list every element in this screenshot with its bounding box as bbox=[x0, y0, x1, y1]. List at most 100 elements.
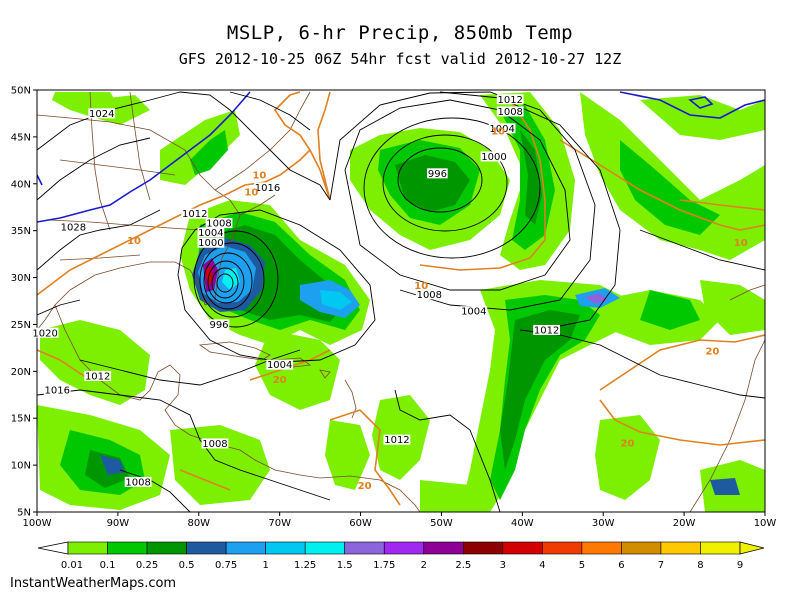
isobar-label-bg bbox=[533, 324, 560, 335]
lat-tick-label: 5N bbox=[17, 508, 31, 519]
isobar-labels: 1024101210081004100099610161012100810041… bbox=[31, 94, 560, 488]
isobar-label: 1008 bbox=[202, 439, 227, 450]
colorbar-label: 9 bbox=[737, 560, 743, 571]
lon-tick-label: 20W bbox=[673, 518, 696, 529]
colorbar-swatch bbox=[502, 541, 543, 555]
site-credit: InstantWeatherMaps.com bbox=[10, 576, 177, 591]
isobar-label: 1012 bbox=[85, 371, 110, 382]
lat-tick-label: 15N bbox=[11, 414, 31, 425]
isobar-label-bg bbox=[43, 384, 71, 395]
lon-tick-label: 60W bbox=[349, 518, 372, 529]
colorbar-label: 1 bbox=[262, 560, 268, 571]
isobar-label-bg bbox=[415, 289, 443, 300]
colorbar-swatch bbox=[225, 541, 266, 555]
isobar-label-bg bbox=[181, 208, 209, 219]
precip-colorbar: 0.01 0.1 0.25 0.5 0.75 1 1.25 1.5 1.75 2 2.5 3 4 5 6 7 8… bbox=[37, 541, 765, 571]
isobar-label: 1016 bbox=[255, 183, 280, 194]
colorbar-label: 0.25 bbox=[136, 560, 158, 571]
isobar-label: 1008 bbox=[417, 290, 442, 301]
isobar-label: 1004 bbox=[461, 307, 486, 318]
temperature-label: 10 bbox=[244, 187, 258, 198]
lat-tick-label: 30N bbox=[11, 273, 31, 284]
isobar-label: 1012 bbox=[534, 325, 559, 336]
colorbar-swatch bbox=[660, 541, 701, 555]
colorbar-label: 6 bbox=[618, 560, 624, 571]
isobar-label-bg bbox=[488, 123, 516, 134]
longitude-ticks: 100W 90W 80W 70W 60W 50W 40W 30W 20W 10W bbox=[23, 512, 776, 529]
lat-tick-label: 40N bbox=[11, 179, 31, 190]
lat-tick-label: 25N bbox=[11, 320, 31, 331]
colorbar-swatch bbox=[383, 541, 425, 555]
lat-tick-label: 20N bbox=[11, 367, 31, 378]
isobar-label-bg bbox=[201, 438, 229, 449]
isobar-label-bg bbox=[197, 227, 225, 238]
colorbar-left-arrow bbox=[37, 541, 69, 555]
colorbar-label: 1.25 bbox=[294, 560, 316, 571]
isobar-label: 1004 bbox=[267, 360, 292, 371]
lon-tick-label: 70W bbox=[268, 518, 291, 529]
colorbar-swatch bbox=[423, 541, 464, 555]
isobars bbox=[37, 91, 765, 512]
temperature-label: 10 bbox=[734, 238, 748, 249]
isobar-label: 1008 bbox=[125, 477, 150, 488]
colorbar-swatch bbox=[700, 541, 741, 555]
colorbar-swatch bbox=[462, 541, 504, 555]
isobar-label-bg bbox=[197, 237, 225, 248]
colorbar-label: 1.5 bbox=[337, 560, 353, 571]
temperature-label: 20 bbox=[273, 375, 287, 386]
temperature-label: 20 bbox=[705, 347, 719, 358]
lat-tick-label: 50N bbox=[11, 86, 31, 97]
temperature-label: 10 bbox=[127, 236, 141, 247]
colorbar-swatch bbox=[581, 541, 622, 555]
isobar-label-bg bbox=[266, 359, 294, 370]
lat-tick-label: 35N bbox=[11, 226, 31, 237]
colorbar-swatch bbox=[107, 541, 148, 555]
lon-tick-label: 100W bbox=[23, 518, 52, 529]
colorbar-label: 7 bbox=[658, 560, 664, 571]
isobar-label-bg bbox=[208, 319, 230, 330]
isobar-label-bg bbox=[84, 370, 112, 381]
colorbar-swatch bbox=[146, 541, 187, 555]
temperature-labels: 10 10 10 10 10 10 20 20 20 20 bbox=[127, 126, 748, 491]
isobar-label: 1024 bbox=[89, 109, 114, 120]
temperature-contours bbox=[37, 91, 765, 506]
isobar-label: 1012 bbox=[182, 209, 207, 220]
temperature-label: 10 bbox=[414, 281, 428, 292]
isobar-label-bg bbox=[124, 476, 152, 487]
isobar-label-bg bbox=[460, 306, 488, 317]
colorbar-label: 2 bbox=[421, 560, 427, 571]
colorbar-label: 2.5 bbox=[455, 560, 471, 571]
colorbar-label: 8 bbox=[697, 560, 703, 571]
lon-tick-label: 40W bbox=[511, 518, 534, 529]
temperature-label: 20 bbox=[358, 481, 372, 492]
isobar-label-bg bbox=[31, 327, 59, 338]
isobar-label: 1000 bbox=[198, 238, 223, 249]
isobar-label: 996 bbox=[428, 169, 447, 180]
map-title: MSLP, 6-hr Precip, 850mb Temp bbox=[226, 22, 574, 44]
lat-tick-label: 45N bbox=[11, 132, 31, 143]
isobar-label: 1000 bbox=[481, 152, 506, 163]
colorbar-swatch bbox=[542, 541, 583, 555]
isobar-label: 1008 bbox=[206, 219, 231, 230]
isobar-label: 1012 bbox=[384, 435, 409, 446]
colorbar-label: 1.75 bbox=[373, 560, 395, 571]
isobar-label: 1004 bbox=[198, 228, 223, 239]
isobar-label-bg bbox=[88, 108, 116, 119]
isobar-label: 996 bbox=[209, 320, 228, 331]
temperature-label: 10 bbox=[491, 126, 505, 137]
colorbar-label: 3 bbox=[500, 560, 506, 571]
colorbar-label: 0.5 bbox=[179, 560, 195, 571]
isobar-label-bg bbox=[496, 94, 524, 105]
map-subtitle: GFS 2012-10-25 06Z 54hr fcst valid 2012-… bbox=[178, 50, 622, 68]
colorbar-label: 5 bbox=[579, 560, 585, 571]
isobar-label-bg bbox=[496, 106, 524, 117]
latitude-ticks: 50N 45N 40N 35N 30N 25N 20N 15N 10N 5N bbox=[11, 86, 37, 519]
isobar-label-bg bbox=[480, 151, 508, 162]
colorbar-swatch bbox=[304, 541, 346, 555]
lon-tick-label: 30W bbox=[592, 518, 615, 529]
lon-tick-label: 90W bbox=[107, 518, 130, 529]
colorbar-right-arrow bbox=[739, 541, 765, 555]
isobar-label: 1020 bbox=[32, 328, 57, 339]
